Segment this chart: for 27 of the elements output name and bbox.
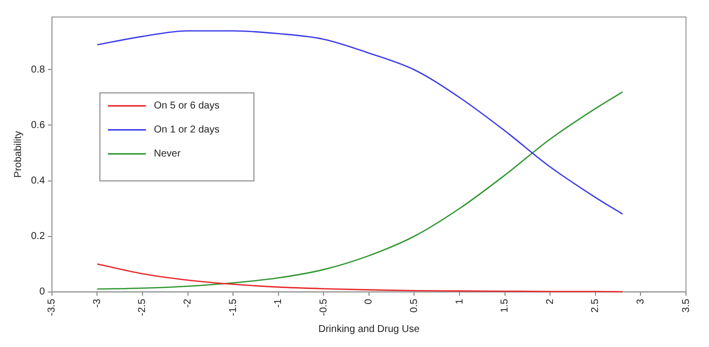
x-tick-label: -3.5 xyxy=(46,298,58,316)
y-tick-label: 0.2 xyxy=(30,231,46,242)
x-tick-label: 0.5 xyxy=(408,298,420,313)
x-tick-label: -2 xyxy=(182,298,194,308)
x-tick-label: -0.5 xyxy=(318,298,330,316)
x-tick-label: 3.5 xyxy=(680,298,692,313)
x-tick-label: 0 xyxy=(364,298,375,304)
x-tick-label: -3 xyxy=(92,298,103,308)
y-tick-label: 0.8 xyxy=(30,64,46,76)
x-axis-title: Drinking and Drug Use xyxy=(318,324,420,335)
x-tick-label: 1 xyxy=(454,298,466,304)
line-series xyxy=(96,91,624,290)
legend-label: Never xyxy=(154,148,182,160)
x-tick-label: 3 xyxy=(635,298,646,304)
x-tick-label: 2.5 xyxy=(590,298,602,313)
legend-label: On 5 or 6 days xyxy=(154,100,220,112)
x-tick-label: -1 xyxy=(273,298,284,308)
y-tick-label: 0.4 xyxy=(30,176,46,186)
x-tick-label: 2 xyxy=(544,298,556,304)
y-axis-title: Probability xyxy=(12,131,24,178)
x-tick-label: 1.5 xyxy=(500,298,511,313)
x-tick-label: -2.5 xyxy=(137,298,148,316)
line-series xyxy=(96,263,624,292)
line-series xyxy=(96,30,624,215)
y-tick-label: 0.6 xyxy=(30,120,46,131)
legend-label: On 1 or 2 days xyxy=(154,124,220,136)
x-tick-label: -1.5 xyxy=(228,298,239,316)
